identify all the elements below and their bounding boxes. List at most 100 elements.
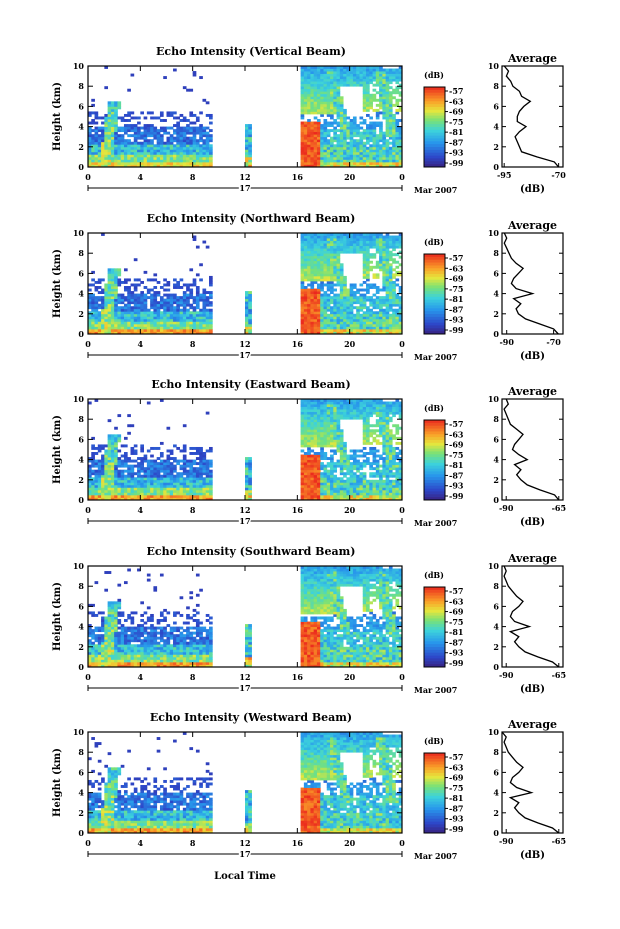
heatmap-cell <box>117 318 122 322</box>
heatmap-cell <box>146 489 151 493</box>
heatmap-cell <box>133 288 138 292</box>
heatmap-cell <box>186 144 190 148</box>
heatmap-cell <box>310 457 315 460</box>
heatmap-cell <box>199 144 203 148</box>
heatmap-cell <box>110 275 115 279</box>
heatmap-cell <box>320 331 324 335</box>
heatmap-cell <box>91 156 95 160</box>
heatmap-cell <box>91 464 95 468</box>
heatmap-cell <box>110 116 115 120</box>
heatmap-cell <box>372 245 377 249</box>
heatmap-cell <box>137 126 141 130</box>
heatmap-cell <box>101 303 105 307</box>
heatmap-cell <box>300 268 305 272</box>
heatmap-cell <box>127 278 131 282</box>
heatmap-cell <box>379 96 383 100</box>
heatmap-cell <box>117 489 122 493</box>
heatmap-cell <box>330 238 334 241</box>
heatmap-cell <box>153 298 158 302</box>
heatmap-cell <box>300 129 305 133</box>
heatmap-cell <box>349 136 354 140</box>
heatmap-cell <box>379 91 383 95</box>
heatmap-cell <box>300 243 305 247</box>
heatmap-cell <box>97 492 102 496</box>
heatmap-cell <box>107 308 112 312</box>
heatmap-cell <box>107 331 112 335</box>
heatmap-cell <box>107 323 112 327</box>
heatmap-cell <box>205 298 210 302</box>
heatmap-cell <box>349 71 354 74</box>
heatmap-cell <box>107 291 112 294</box>
heatmap-cell <box>189 311 194 315</box>
heatmap-cell <box>349 308 354 312</box>
heatmap-cell <box>143 492 148 496</box>
heatmap-cell <box>385 306 390 310</box>
heatmap-cell <box>110 452 115 455</box>
heatmap-cell <box>104 452 109 455</box>
heatmap-cell <box>107 311 112 315</box>
heatmap-cell <box>320 434 324 438</box>
heatmap-cell <box>117 141 122 145</box>
heatmap-cell <box>303 263 308 267</box>
heatmap-cell <box>349 161 354 165</box>
heatmap-cell <box>303 316 308 320</box>
heatmap-cell <box>333 81 337 85</box>
heatmap-cell <box>323 134 328 138</box>
heatmap-cell <box>140 459 144 463</box>
heatmap-cell <box>336 436 341 440</box>
y-tick-label: 6 <box>78 268 84 278</box>
heatmap-cell <box>159 318 164 322</box>
heatmap-cell <box>388 235 393 239</box>
heatmap-cell <box>88 482 92 486</box>
heatmap-cell <box>310 258 315 262</box>
heatmap-cell <box>110 146 115 150</box>
colorbar-swatch <box>424 314 445 318</box>
heatmap-cell <box>313 404 318 407</box>
heatmap-cell <box>159 323 164 327</box>
heatmap-cell <box>375 313 380 317</box>
heatmap-cell <box>303 401 308 405</box>
heatmap-cell <box>382 260 387 264</box>
heatmap-cell <box>313 444 318 448</box>
heatmap-cell <box>104 66 109 69</box>
heatmap-cell <box>120 146 125 150</box>
heatmap-cell <box>146 159 151 163</box>
heatmap-cell <box>398 139 403 143</box>
heatmap-cell <box>385 255 390 259</box>
heatmap-cell <box>310 260 315 264</box>
heatmap-cell <box>97 469 102 473</box>
heatmap-cell <box>382 238 387 241</box>
heatmap-cell <box>245 306 249 310</box>
heatmap-cell <box>385 68 390 72</box>
heatmap-cell <box>375 78 380 82</box>
heatmap-cell <box>130 283 135 287</box>
heatmap-cell <box>153 134 158 138</box>
heatmap-cell <box>91 318 95 322</box>
heatmap-cell <box>303 98 308 102</box>
panel-title: Echo Intensity (Vertical Beam) <box>156 45 346 58</box>
heatmap-cell <box>107 477 112 481</box>
heatmap-cell <box>388 154 393 158</box>
heatmap-cell <box>91 436 95 440</box>
heatmap-cell <box>91 492 95 496</box>
heatmap-cell <box>316 301 321 305</box>
heatmap-cell <box>398 149 403 153</box>
heatmap-cell <box>199 129 203 133</box>
heatmap-cell <box>343 129 347 133</box>
heatmap-cell <box>182 323 187 327</box>
heatmap-cell <box>366 233 370 236</box>
heatmap-cell <box>379 121 383 125</box>
heatmap-cell <box>313 156 318 160</box>
heatmap-cell <box>382 81 387 85</box>
colorbar-swatch <box>424 254 445 258</box>
heatmap-cell <box>248 131 252 135</box>
heatmap-cell <box>140 318 144 322</box>
heatmap-cell <box>186 141 190 145</box>
heatmap-cell <box>316 101 321 105</box>
heatmap-cell <box>137 146 141 150</box>
heatmap-cell <box>382 323 387 327</box>
heatmap-cell <box>186 126 190 130</box>
heatmap-cell <box>120 487 125 491</box>
heatmap-cell <box>186 139 190 143</box>
heatmap-cell <box>369 308 373 312</box>
